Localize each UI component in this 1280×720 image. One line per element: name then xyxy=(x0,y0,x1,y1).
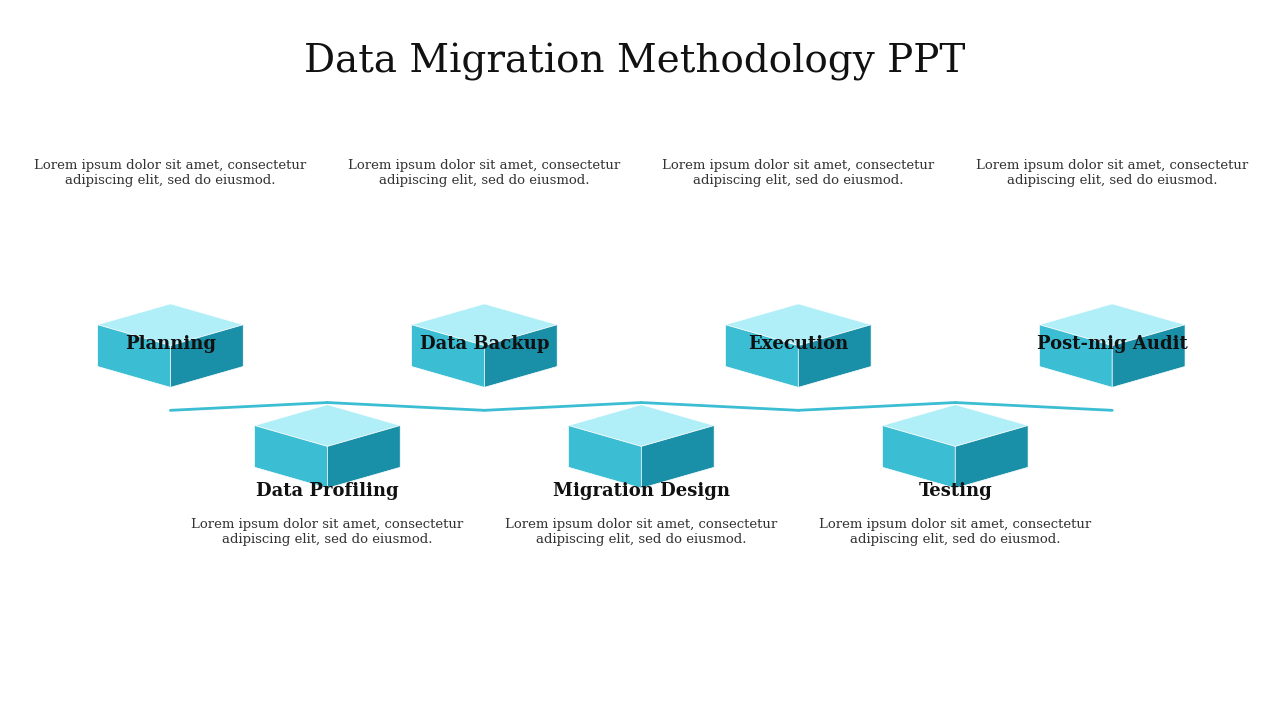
Polygon shape xyxy=(97,325,170,387)
Polygon shape xyxy=(411,304,557,346)
Polygon shape xyxy=(955,426,1028,488)
Polygon shape xyxy=(1112,325,1185,387)
Polygon shape xyxy=(255,426,328,488)
Polygon shape xyxy=(255,405,401,446)
Polygon shape xyxy=(641,426,714,488)
Text: Lorem ipsum dolor sit amet, consectetur
adipiscing elit, sed do eiusmod.: Lorem ipsum dolor sit amet, consectetur … xyxy=(348,159,621,187)
Text: Data Backup: Data Backup xyxy=(420,335,549,353)
Text: Data Profiling: Data Profiling xyxy=(256,482,398,500)
Polygon shape xyxy=(484,325,557,387)
Text: Data Migration Methodology PPT: Data Migration Methodology PPT xyxy=(305,43,965,81)
Text: Lorem ipsum dolor sit amet, consectetur
adipiscing elit, sed do eiusmod.: Lorem ipsum dolor sit amet, consectetur … xyxy=(506,518,777,546)
Text: Lorem ipsum dolor sit amet, consectetur
adipiscing elit, sed do eiusmod.: Lorem ipsum dolor sit amet, consectetur … xyxy=(662,159,934,187)
Polygon shape xyxy=(97,304,243,346)
Polygon shape xyxy=(726,304,872,346)
Text: Lorem ipsum dolor sit amet, consectetur
adipiscing elit, sed do eiusmod.: Lorem ipsum dolor sit amet, consectetur … xyxy=(819,518,1092,546)
Polygon shape xyxy=(882,426,955,488)
Text: Post-mig Audit: Post-mig Audit xyxy=(1037,335,1188,353)
Text: Planning: Planning xyxy=(125,335,216,353)
Text: Execution: Execution xyxy=(749,335,849,353)
Polygon shape xyxy=(726,325,799,387)
Polygon shape xyxy=(411,325,484,387)
Polygon shape xyxy=(799,325,872,387)
Text: Lorem ipsum dolor sit amet, consectetur
adipiscing elit, sed do eiusmod.: Lorem ipsum dolor sit amet, consectetur … xyxy=(191,518,463,546)
Polygon shape xyxy=(1039,304,1185,346)
Polygon shape xyxy=(568,426,641,488)
Polygon shape xyxy=(1039,325,1112,387)
Polygon shape xyxy=(568,405,714,446)
Text: Lorem ipsum dolor sit amet, consectetur
adipiscing elit, sed do eiusmod.: Lorem ipsum dolor sit amet, consectetur … xyxy=(977,159,1248,187)
Text: Migration Design: Migration Design xyxy=(553,482,730,500)
Text: Testing: Testing xyxy=(918,482,992,500)
Polygon shape xyxy=(328,426,401,488)
Text: Lorem ipsum dolor sit amet, consectetur
adipiscing elit, sed do eiusmod.: Lorem ipsum dolor sit amet, consectetur … xyxy=(35,159,306,187)
Polygon shape xyxy=(170,325,243,387)
Polygon shape xyxy=(882,405,1028,446)
